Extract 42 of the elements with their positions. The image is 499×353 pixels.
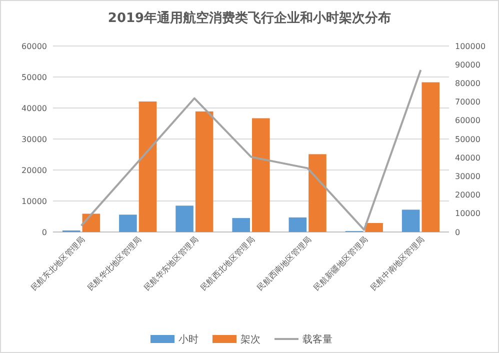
y2-tick-label: 50000 xyxy=(455,134,480,144)
bar xyxy=(82,214,100,232)
y-tick-label: 20000 xyxy=(22,166,47,175)
y2-tick-label: 30000 xyxy=(455,172,480,181)
line-series xyxy=(80,68,422,231)
bar xyxy=(195,111,214,232)
y2-tick-label: 90000 xyxy=(455,60,480,70)
legend-label: 架次 xyxy=(240,334,260,346)
y-tick-label: 60000 xyxy=(22,42,47,51)
y2-tick-label: 70000 xyxy=(455,98,480,107)
bar xyxy=(138,101,157,232)
x-tick-label: 民航华北地区管理局 xyxy=(86,235,144,292)
legend-label: 小时 xyxy=(178,334,198,346)
y2-tick-label: 60000 xyxy=(455,116,480,126)
y-tick-label: 50000 xyxy=(22,72,47,82)
y-tick-label: 40000 xyxy=(22,104,47,113)
y2-tick-label: 100000 xyxy=(455,42,486,51)
bar xyxy=(176,206,194,232)
y2-tick-label: 10000 xyxy=(455,209,480,218)
chart-title: 2019年通用航空消费类飞行企业和小时架次分布 xyxy=(108,10,392,26)
x-tick-label: 民航中南地区管理局 xyxy=(368,235,426,292)
y-tick-label: 0 xyxy=(42,228,47,237)
bar xyxy=(288,217,307,232)
bar xyxy=(365,223,383,232)
y2-tick-label: 20000 xyxy=(455,190,480,200)
y2-tick-label: 80000 xyxy=(455,79,480,88)
x-tick-label: 民航新疆地区管理局 xyxy=(312,235,370,292)
y2-tick-label: 40000 xyxy=(455,153,480,162)
x-tick-label: 民航华东地区管理局 xyxy=(142,235,200,292)
bar xyxy=(402,210,420,232)
x-tick-label: 民航西南地区管理局 xyxy=(256,235,313,292)
bar xyxy=(232,218,250,232)
bar xyxy=(422,82,440,232)
y2-tick-label: 0 xyxy=(455,228,460,237)
bar xyxy=(252,118,270,232)
bar xyxy=(119,214,137,232)
bar xyxy=(308,154,326,232)
x-tick-label: 民航东北地区管理局 xyxy=(29,235,87,292)
y-tick-label: 30000 xyxy=(22,134,47,144)
x-tick-label: 民航西北地区管理局 xyxy=(199,235,256,292)
legend-label: 载客量 xyxy=(302,334,332,346)
y-tick-label: 10000 xyxy=(22,196,47,206)
